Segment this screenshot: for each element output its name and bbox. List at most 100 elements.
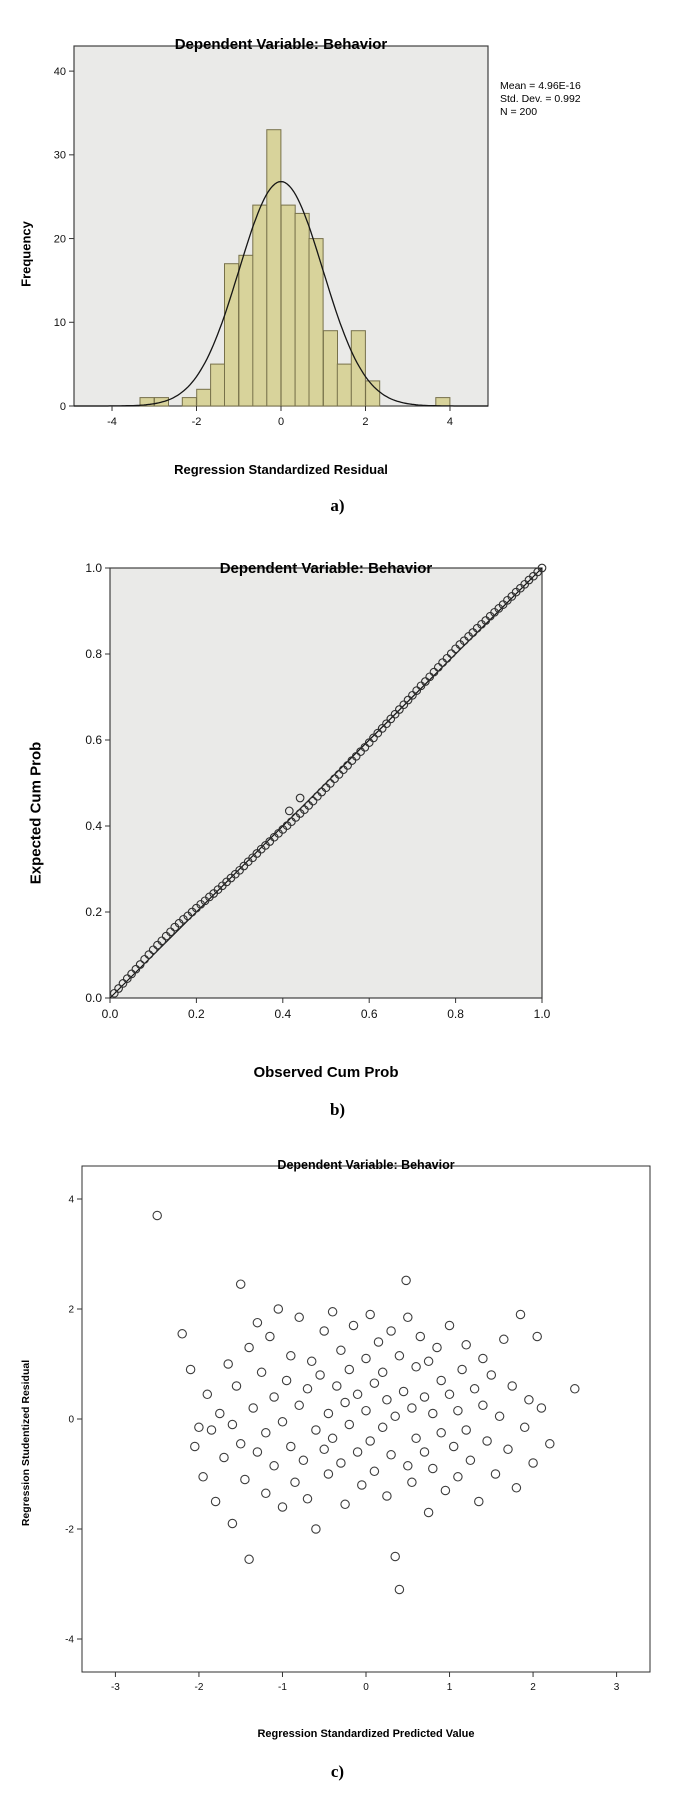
data-point [494, 1411, 505, 1422]
data-point [315, 1370, 325, 1380]
chart-b-xlabel: Observed Cum Prob [253, 1064, 399, 1081]
data-point [401, 1275, 411, 1286]
data-point [394, 1584, 405, 1595]
data-points [109, 563, 547, 998]
data-point [185, 1364, 196, 1375]
data-point [311, 1524, 321, 1534]
data-point [474, 1496, 484, 1507]
data-point [377, 1422, 388, 1433]
data-point [373, 1337, 384, 1347]
stat-n: N = 200 [500, 105, 538, 118]
data-point [332, 1381, 342, 1391]
svg-text:3: 3 [614, 1682, 620, 1693]
data-point [252, 1317, 263, 1328]
data-point [478, 1353, 488, 1364]
data-point [419, 1447, 430, 1457]
data-point [469, 1384, 480, 1394]
data-point [415, 1331, 426, 1342]
data-point [157, 936, 167, 946]
data-point [403, 1461, 413, 1471]
histogram-bar [336, 363, 352, 407]
data-point [340, 1499, 350, 1510]
svg-text:0.2: 0.2 [188, 1007, 205, 1021]
data-point [308, 796, 318, 806]
histogram-chart-area: Dependent Variable: Behavior Mean = 4.96… [10, 34, 665, 484]
histogram-bar [266, 129, 282, 407]
data-point [227, 1419, 238, 1430]
svg-text:0.6: 0.6 [361, 1007, 378, 1021]
data-point [325, 779, 335, 788]
svg-text:4: 4 [447, 416, 453, 428]
data-point [122, 974, 132, 983]
data-point [377, 1367, 388, 1378]
chart-a-ylabel: Frequency [18, 221, 34, 287]
data-point [244, 1342, 254, 1353]
svg-text:0.8: 0.8 [447, 1007, 464, 1021]
data-point [277, 1417, 288, 1427]
chart-a-stats-box: Mean = 4.96E-16 Std. Dev. = 0.992 N = 20… [500, 80, 581, 118]
data-point [298, 1455, 309, 1466]
data-point [386, 714, 396, 724]
data-point [537, 563, 547, 573]
data-point [423, 1356, 434, 1367]
caption-a: a) [330, 496, 345, 515]
data-point [256, 1367, 267, 1378]
data-point [419, 1392, 430, 1402]
y-axis-ticks: 0.0 0.2 0.4 0.6 0.8 1.0 [85, 561, 110, 1005]
histogram-bar [308, 238, 324, 407]
data-point [177, 1329, 187, 1339]
data-point [453, 1405, 463, 1416]
data-point [290, 1477, 300, 1488]
histogram-bar [294, 212, 310, 407]
data-point [215, 1408, 225, 1419]
data-point [327, 1433, 338, 1444]
data-point [407, 1403, 417, 1413]
data-point [265, 1331, 275, 1342]
data-point [515, 1309, 526, 1320]
data-point [302, 1494, 313, 1504]
data-point [444, 1389, 455, 1400]
data-point [365, 1309, 375, 1320]
data-point [118, 979, 128, 988]
data-point [198, 1472, 208, 1482]
data-point [429, 667, 439, 677]
data-point [231, 1381, 242, 1391]
chart-c-xlabel: Regression Standardized Predicted Value [257, 1728, 475, 1740]
data-point [407, 1477, 417, 1488]
data-point [336, 1345, 346, 1356]
data-point [114, 984, 123, 993]
data-point [408, 690, 417, 700]
data-point [394, 1351, 405, 1361]
svg-text:0.2: 0.2 [85, 905, 102, 919]
x-axis-ticks: 0.0 0.2 0.4 0.6 0.8 1.0 [102, 998, 551, 1021]
data-point [166, 927, 175, 937]
data-point [399, 700, 409, 710]
plot-background [81, 1165, 651, 1673]
residual-scatter-plot: -3 -2 -1 0 1 2 3 -4 -2 0 2 4 [65, 1165, 651, 1693]
data-point [440, 1485, 451, 1496]
data-point [382, 719, 391, 729]
data-point [412, 686, 422, 695]
data-point [206, 1425, 217, 1435]
svg-text:0: 0 [68, 1415, 74, 1426]
svg-text:40: 40 [54, 66, 66, 78]
caption-b: b) [329, 1100, 346, 1119]
data-point [403, 695, 413, 705]
data-point [425, 672, 435, 682]
stat-std-dev: Std. Dev. = 0.992 [500, 92, 581, 105]
svg-text:-3: -3 [111, 1682, 120, 1693]
data-point [109, 988, 119, 998]
histogram-bar [365, 380, 381, 407]
data-point [457, 1364, 467, 1375]
data-point [261, 1488, 271, 1499]
histogram-bar [280, 204, 296, 407]
data-point [423, 1507, 434, 1518]
data-point [365, 1436, 375, 1446]
svg-text:0.4: 0.4 [85, 819, 102, 833]
data-point [442, 653, 452, 663]
y-axis-ticks: 0 10 20 30 40 [54, 66, 74, 413]
data-point [323, 1408, 334, 1419]
data-point [532, 1331, 542, 1342]
data-point [140, 954, 149, 964]
svg-text:30: 30 [54, 150, 66, 162]
